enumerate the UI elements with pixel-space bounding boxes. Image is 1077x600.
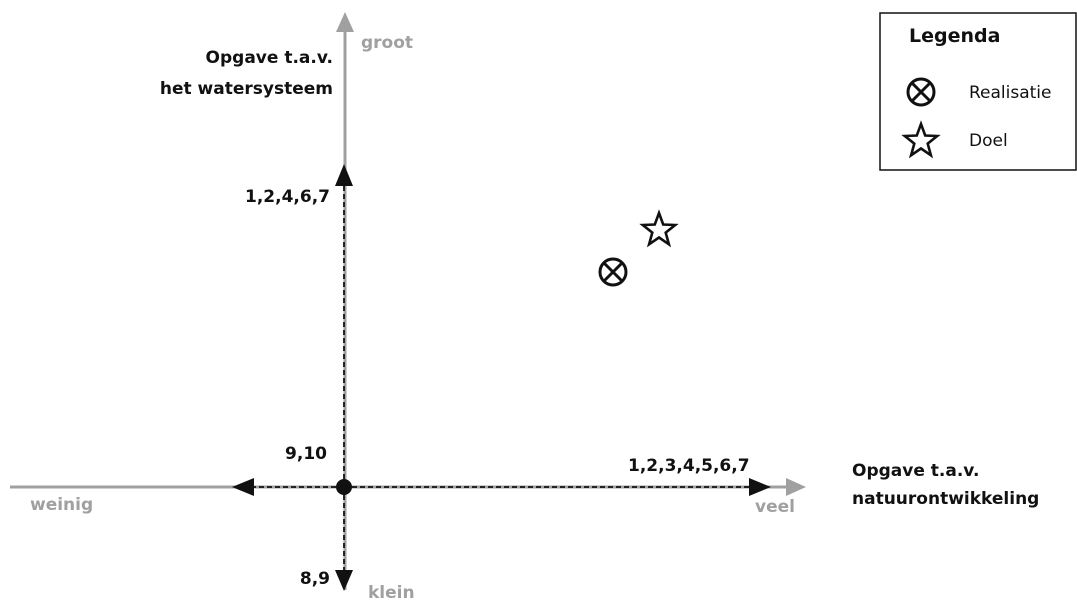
arrowhead-down xyxy=(335,570,353,591)
realisatie-marker xyxy=(598,257,628,287)
vertical-axis-bottom-label: klein xyxy=(368,583,415,600)
star-icon xyxy=(639,209,679,248)
legend-item-label: Realisatie xyxy=(969,83,1052,103)
arrow-label-right: 1,2,3,4,5,6,7 xyxy=(628,456,750,476)
circle-x-icon xyxy=(598,257,628,287)
origin-dot xyxy=(336,479,352,495)
axes xyxy=(10,12,806,590)
horizontal-axis-arrowhead xyxy=(786,478,806,496)
dashed-arrows xyxy=(232,164,771,591)
circle-x-icon xyxy=(906,77,936,107)
arrowhead-right xyxy=(749,478,771,496)
legend-item-realisatie: Realisatie xyxy=(906,77,1052,107)
legend-item-label: Doel xyxy=(969,131,1008,151)
vertical-axis-title-line1: Opgave t.a.v. xyxy=(206,48,333,68)
doel-marker xyxy=(639,209,679,248)
legend-title: Legenda xyxy=(909,25,1000,47)
arrow-label-up: 1,2,4,6,7 xyxy=(245,187,330,207)
arrowhead-up xyxy=(335,164,353,186)
vertical-axis-arrowhead xyxy=(336,12,354,32)
horizontal-axis-title-line2: natuurontwikkeling xyxy=(852,489,1039,509)
legend: Legenda Realisatie Doel xyxy=(879,12,1077,171)
vertical-axis-top-label: groot xyxy=(361,33,413,53)
arrow-label-down: 8,9 xyxy=(300,569,330,589)
arrowhead-left xyxy=(232,478,254,496)
arrow-label-origin: 9,10 xyxy=(285,444,327,464)
horizontal-axis-right-label: veel xyxy=(755,497,795,517)
horizontal-axis-title-line1: Opgave t.a.v. xyxy=(852,461,979,481)
star-icon xyxy=(901,120,941,159)
vertical-axis-title-line2: het watersysteem xyxy=(160,79,333,99)
horizontal-axis-left-label: weinig xyxy=(30,495,93,515)
legend-item-doel: Doel xyxy=(901,120,1008,159)
